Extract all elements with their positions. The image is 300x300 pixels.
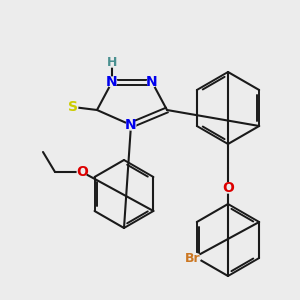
Text: N: N	[125, 118, 137, 132]
Ellipse shape	[185, 253, 200, 263]
Ellipse shape	[126, 120, 136, 130]
Text: H: H	[107, 56, 117, 68]
Text: O: O	[76, 165, 88, 179]
Ellipse shape	[223, 183, 233, 193]
Ellipse shape	[77, 167, 87, 177]
Text: N: N	[146, 75, 158, 89]
Ellipse shape	[147, 77, 157, 87]
Text: S: S	[68, 100, 78, 114]
Text: Br: Br	[185, 251, 201, 265]
Ellipse shape	[68, 102, 78, 112]
Ellipse shape	[107, 57, 117, 67]
Text: O: O	[222, 181, 234, 195]
Text: N: N	[106, 75, 118, 89]
Ellipse shape	[107, 77, 117, 87]
